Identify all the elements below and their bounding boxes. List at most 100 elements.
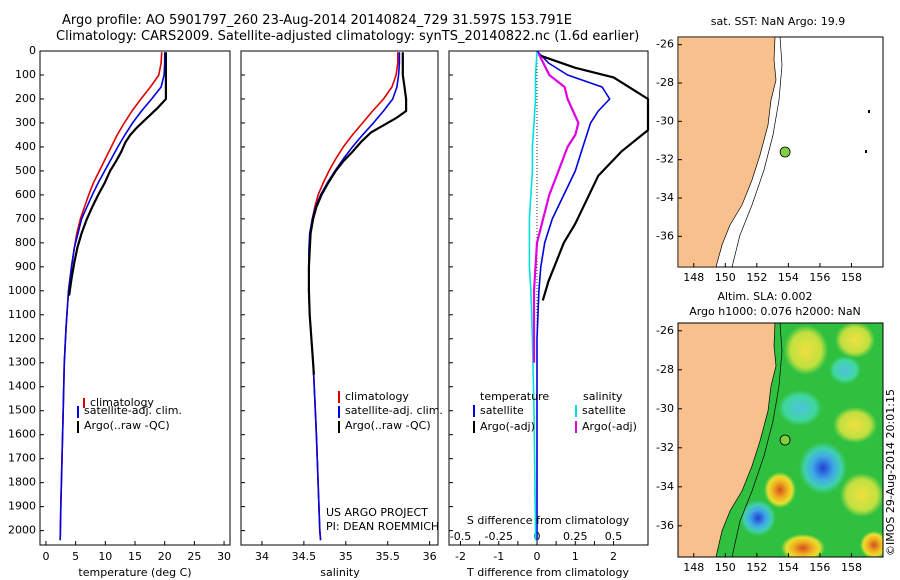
depth-tick-label: 1500 bbox=[8, 404, 36, 417]
map-lon-tick-label: 158 bbox=[841, 561, 862, 574]
map-lat-tick-label: -30 bbox=[656, 402, 674, 415]
map-lat-tick-label: -28 bbox=[656, 363, 674, 376]
depth-tick-label: 1400 bbox=[8, 380, 36, 393]
map-lat-tick-label: -26 bbox=[656, 324, 674, 337]
sla-anomaly bbox=[835, 323, 875, 358]
map-lon-tick-label: 154 bbox=[778, 271, 799, 284]
legend-label-temp-argo: Argo(-adj) bbox=[480, 420, 535, 433]
depth-tick-label: 1600 bbox=[8, 428, 36, 441]
imos-timestamp: ©IMOS 29-Aug-2014 20:01:15 bbox=[884, 389, 897, 556]
sla-anomaly bbox=[764, 472, 796, 508]
sla-map: 148 150 152 154 156 158 -26 -28 -30 -32 -34 -36 Alt… bbox=[656, 290, 884, 574]
x-tick-label: 0 bbox=[534, 550, 541, 563]
depth-tick-label: 600 bbox=[15, 188, 36, 201]
x2-tick-label: -0.5 bbox=[450, 530, 471, 543]
credit-pi: PI: DEAN ROEMMICH bbox=[326, 520, 439, 533]
salinity-legend: climatology satellite-adj. clim. Argo(..… bbox=[338, 390, 443, 433]
legend-title-temperature: temperature bbox=[480, 390, 549, 403]
legend-title-salinity: salinity bbox=[583, 390, 623, 403]
sla-anomaly bbox=[781, 534, 825, 557]
x-tick-label: 35.5 bbox=[375, 550, 400, 563]
map-lon-tick-label: 148 bbox=[683, 561, 704, 574]
series-line-salinity-argo-adj bbox=[532, 52, 580, 363]
x-tick-label: 1 bbox=[572, 550, 579, 563]
legend-label-sal-argo: Argo(-adj) bbox=[582, 420, 637, 433]
map-lon-tick-label: 150 bbox=[715, 271, 736, 284]
sla-anomaly bbox=[799, 442, 847, 494]
map-lat-tick-label: -30 bbox=[656, 114, 674, 127]
depth-tick-label: 1700 bbox=[8, 452, 36, 465]
sla-anomaly bbox=[829, 356, 861, 384]
depth-tick-label: 800 bbox=[15, 236, 36, 249]
sst-map-title: sat. SST: NaN Argo: 19.9 bbox=[711, 15, 845, 28]
credit-project: US ARGO PROJECT bbox=[326, 506, 428, 519]
s-difference-axis-label: S difference from climatology bbox=[467, 514, 630, 527]
x-tick-label: 34 bbox=[255, 550, 269, 563]
salinity-panel-frame bbox=[240, 50, 439, 546]
t-difference-axis-label: T difference from climatology bbox=[466, 566, 629, 579]
sla-anomaly bbox=[840, 473, 883, 517]
sla-argo-position-marker bbox=[779, 434, 791, 446]
sla-anomaly bbox=[778, 390, 822, 426]
x-tick-label: 0 bbox=[42, 550, 49, 563]
sst-isobath-line bbox=[731, 36, 783, 268]
map-lon-tick-label: 152 bbox=[746, 271, 767, 284]
depth-tick-label: 1000 bbox=[8, 284, 36, 297]
salinity-axis-label: salinity bbox=[320, 566, 360, 579]
series-line-temperature-satellite bbox=[536, 50, 611, 541]
legend-label-argo: Argo(..raw -QC) bbox=[345, 419, 431, 432]
sst-island bbox=[868, 110, 870, 113]
x-tick-label: 20 bbox=[158, 550, 172, 563]
x-tick-label: 34.5 bbox=[292, 550, 317, 563]
x-tick-label: 36 bbox=[423, 550, 437, 563]
map-lat-tick-label: -28 bbox=[656, 76, 674, 89]
depth-tick-label: 0 bbox=[29, 44, 36, 57]
series-line-satellite-adj-clim bbox=[59, 52, 166, 541]
sst-map: 148 150 152 154 156 158 -26 -28 -30 -32 -34 -36 sat… bbox=[656, 15, 884, 284]
title-line-1: Argo profile: AO 5901797_260 23-Aug-2014… bbox=[62, 13, 572, 28]
series-line-argo-raw-qc bbox=[307, 52, 408, 375]
map-lon-tick-label: 156 bbox=[809, 561, 830, 574]
temperature-axis-label: temperature (deg C) bbox=[78, 566, 191, 579]
x2-tick-label: -0.25 bbox=[485, 530, 513, 543]
x-tick-label: 30 bbox=[217, 550, 231, 563]
sst-argo-position-marker bbox=[779, 146, 791, 158]
sla-anomaly bbox=[740, 500, 776, 536]
depth-tick-label: 900 bbox=[15, 260, 36, 273]
map-lat-tick-label: -32 bbox=[656, 441, 674, 454]
depth-tick-label: 1900 bbox=[8, 500, 36, 513]
x-tick-label: 25 bbox=[187, 550, 201, 563]
depth-tick-label: 1800 bbox=[8, 476, 36, 489]
legend-label-climatology: climatology bbox=[90, 396, 154, 409]
map-lat-tick-label: -34 bbox=[656, 191, 674, 204]
depth-tick-label: 1300 bbox=[8, 356, 36, 369]
sst-island bbox=[865, 150, 867, 153]
depth-tick-label: 1200 bbox=[8, 332, 36, 345]
x-tick-label: -1 bbox=[493, 550, 504, 563]
sla-isobath-line bbox=[731, 323, 783, 557]
difference-legend: temperature salinity satellite Argo(-adj… bbox=[473, 390, 637, 433]
map-lat-tick-label: -36 bbox=[656, 229, 674, 242]
sla-map-title-line-1: Altim. SLA: 0.002 bbox=[717, 290, 812, 303]
legend-label-satellite: satellite-adj. clim. bbox=[345, 404, 443, 417]
legend-label-temp-satellite: satellite bbox=[480, 404, 524, 417]
depth-tick-label: 500 bbox=[15, 164, 36, 177]
x-tick-label: 35 bbox=[339, 550, 353, 563]
x2-tick-label: 0.25 bbox=[563, 530, 588, 543]
depth-tick-label: 1100 bbox=[8, 308, 36, 321]
depth-tick-label: 300 bbox=[15, 116, 36, 129]
legend-label-satellite: satellite-adj. clim. bbox=[84, 404, 182, 417]
series-line-temperature-argo-adj bbox=[540, 54, 650, 301]
temperature-legend: climatology satellite-adj. clim. Argo(..… bbox=[77, 396, 182, 433]
x-tick-label: 5 bbox=[72, 550, 79, 563]
series-line-argo-raw-qc bbox=[68, 52, 167, 296]
x2-tick-label: 0.5 bbox=[605, 530, 623, 543]
map-lat-tick-label: -26 bbox=[656, 38, 674, 51]
sla-coastline-land bbox=[678, 323, 777, 557]
x-tick-label: 2 bbox=[610, 550, 617, 563]
sla-anomaly bbox=[784, 325, 828, 375]
map-lon-tick-label: 150 bbox=[715, 561, 736, 574]
series-line-satellite-adj-clim bbox=[308, 52, 401, 541]
difference-panel-frame bbox=[448, 50, 649, 546]
map-lon-tick-label: 156 bbox=[809, 271, 830, 284]
